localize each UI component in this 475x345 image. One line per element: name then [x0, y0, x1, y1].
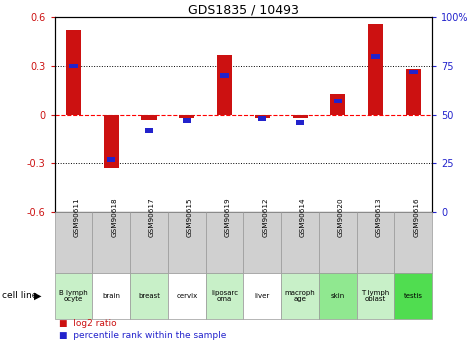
Text: liver: liver	[255, 293, 270, 299]
Text: breast: breast	[138, 293, 160, 299]
Bar	[168, 212, 206, 273]
Text: testis: testis	[404, 293, 423, 299]
Bar	[409, 70, 418, 74]
Text: cervix: cervix	[176, 293, 198, 299]
Text: GSM90617: GSM90617	[149, 197, 155, 237]
Bar	[104, 115, 119, 168]
Bar	[406, 69, 421, 115]
Bar	[69, 64, 77, 68]
Bar	[107, 157, 115, 162]
Text: GSM90619: GSM90619	[225, 197, 230, 237]
Bar	[206, 212, 243, 273]
Text: GSM90613: GSM90613	[376, 197, 381, 237]
Bar	[55, 212, 92, 273]
Bar	[220, 73, 228, 78]
Bar	[281, 273, 319, 319]
Text: cell line: cell line	[2, 291, 38, 300]
Bar	[319, 273, 357, 319]
Bar	[92, 273, 130, 319]
Text: GSM90612: GSM90612	[262, 197, 268, 237]
Bar	[130, 212, 168, 273]
Bar	[330, 93, 345, 115]
Text: GSM90620: GSM90620	[338, 197, 344, 237]
Bar	[293, 115, 308, 118]
Bar	[55, 273, 92, 319]
Text: GSM90615: GSM90615	[187, 197, 193, 237]
Bar	[168, 273, 206, 319]
Bar	[130, 273, 168, 319]
Text: brain: brain	[102, 293, 120, 299]
Bar	[92, 212, 130, 273]
Bar	[357, 212, 394, 273]
Bar	[243, 212, 281, 273]
Bar	[334, 99, 342, 103]
Text: GSM90614: GSM90614	[300, 197, 306, 237]
Bar	[66, 30, 81, 115]
Text: GSM90611: GSM90611	[74, 197, 79, 237]
Bar	[142, 115, 157, 120]
Text: ■  log2 ratio: ■ log2 ratio	[59, 319, 117, 328]
Bar	[394, 212, 432, 273]
Bar	[296, 120, 304, 125]
Text: skin: skin	[331, 293, 345, 299]
Bar	[319, 212, 357, 273]
Text: macroph
age: macroph age	[285, 289, 315, 302]
Bar	[371, 54, 380, 59]
Text: T lymph
oblast: T lymph oblast	[361, 289, 390, 302]
Bar	[255, 115, 270, 118]
Bar	[206, 273, 243, 319]
Text: B lymph
ocyte: B lymph ocyte	[59, 289, 88, 302]
Bar	[243, 273, 281, 319]
Bar	[281, 212, 319, 273]
Text: ■  percentile rank within the sample: ■ percentile rank within the sample	[59, 331, 227, 340]
Text: ▶: ▶	[34, 291, 42, 301]
Bar	[183, 118, 191, 123]
Text: GSM90616: GSM90616	[413, 197, 419, 237]
Text: GSM90618: GSM90618	[111, 197, 117, 237]
Title: GDS1835 / 10493: GDS1835 / 10493	[188, 3, 299, 16]
Text: liposarc
oma: liposarc oma	[211, 289, 238, 302]
Bar	[145, 128, 153, 132]
Bar	[217, 55, 232, 115]
Bar	[258, 116, 266, 121]
Bar	[368, 24, 383, 115]
Bar	[357, 273, 394, 319]
Bar	[394, 273, 432, 319]
Bar	[179, 115, 194, 118]
